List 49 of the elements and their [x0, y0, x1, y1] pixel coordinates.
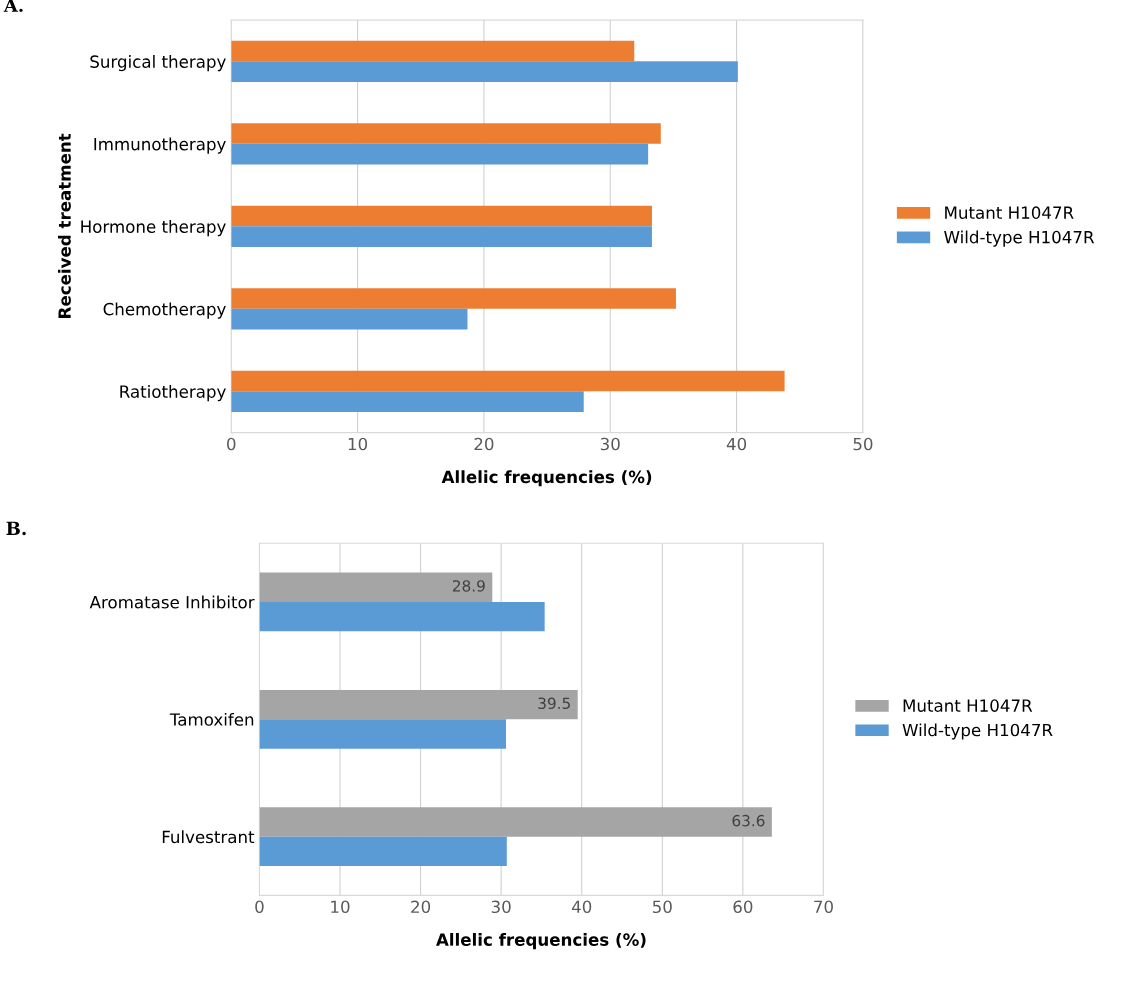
y-tick-label: Ratiotherapy [120, 385, 226, 402]
data-label: 63.6 [732, 814, 765, 827]
legend-label: Wild-type H1047R [944, 230, 1095, 247]
x-tick-label: 0 [255, 900, 264, 914]
y-tick-label: Surgical therapy [90, 55, 226, 72]
data-label: 28.9 [452, 580, 485, 592]
bar [231, 308, 468, 330]
bar [259, 836, 507, 866]
bar [259, 689, 578, 720]
y-tick-label: Aromatase Inhibitor [89, 595, 255, 609]
bar [259, 807, 772, 837]
data-label: 39.5 [538, 697, 570, 710]
x-tick-label: 70 [814, 900, 833, 914]
bar [231, 226, 652, 247]
bar [259, 601, 545, 632]
x-axis-title: Allelic frequencies (%) [441, 470, 652, 487]
y-axis-title: Received treatment [57, 133, 71, 318]
bar [259, 719, 506, 749]
bar [231, 288, 676, 309]
bar [231, 143, 649, 165]
y-tick-label: Tamoxifen [169, 712, 254, 726]
bar [231, 370, 785, 392]
x-tick-label: 50 [853, 437, 873, 451]
bar [231, 123, 661, 144]
x-axis-title: Allelic frequencies (%) [436, 933, 646, 950]
bar [231, 205, 652, 227]
x-tick-label: 20 [411, 900, 431, 914]
x-tick-label: 10 [348, 437, 368, 451]
x-tick-label: 0 [227, 437, 236, 451]
legend-label: Wild-type H1047R [902, 723, 1053, 740]
x-tick-label: 40 [571, 900, 592, 914]
bar [231, 391, 584, 412]
x-tick-label: 30 [491, 900, 511, 914]
bar [231, 61, 738, 82]
x-tick-label: 20 [474, 437, 494, 451]
x-tick-label: 10 [331, 900, 350, 914]
x-tick-label: 60 [733, 900, 753, 914]
x-tick-label: 50 [652, 900, 672, 914]
x-tick-label: 30 [600, 437, 620, 451]
x-tick-label: 40 [726, 437, 747, 451]
legend-label: Mutant H1047R [945, 206, 1074, 219]
bar [259, 572, 493, 602]
y-tick-label: Hormone therapy [81, 220, 226, 237]
bar [231, 40, 635, 62]
y-tick-label: Fulvestrant [162, 830, 255, 844]
text: B. [6, 521, 26, 536]
legend-label: Mutant H1047R [903, 699, 1033, 712]
y-tick-label: Immunotherapy [94, 137, 226, 154]
y-tick-label: Chemotherapy [103, 302, 226, 319]
